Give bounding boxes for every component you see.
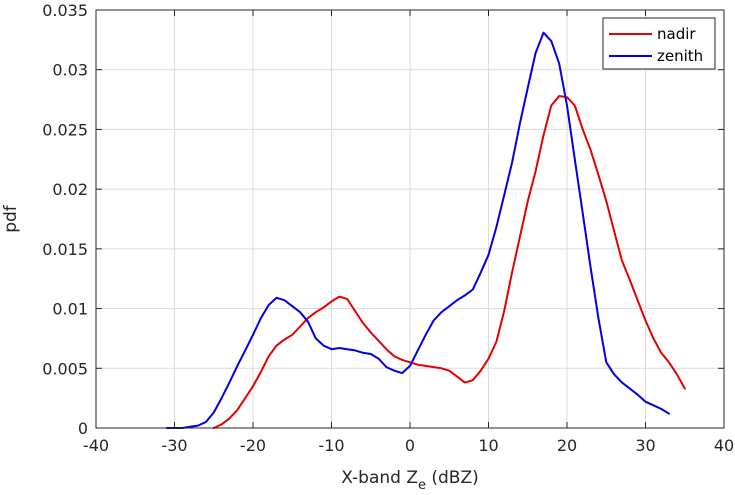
y-tick-label: 0.02: [52, 180, 88, 199]
x-axis-title-unit: (dBZ): [426, 468, 479, 488]
x-tick-label: 20: [557, 436, 577, 455]
legend-label-nadir: nadir: [657, 25, 696, 43]
x-axis-title: X-band Ze (dBZ): [341, 468, 479, 493]
y-tick-label: 0.03: [52, 61, 88, 80]
x-tick-label: -30: [161, 436, 187, 455]
x-axis-title-main: X-band Z: [341, 468, 418, 488]
x-tick-label: 10: [478, 436, 498, 455]
y-tick-label: 0.015: [42, 240, 88, 259]
y-tick-label: 0.005: [42, 359, 88, 378]
y-tick-label: 0.025: [42, 120, 88, 139]
x-tick-labels: -40 -30 -20 -10 0 10 20 30 40: [83, 436, 734, 455]
x-tick-label: -20: [240, 436, 266, 455]
x-axis-title-subscript: e: [418, 478, 426, 493]
series-line-nadir: [212, 95, 686, 429]
x-tick-label: -40: [83, 436, 109, 455]
y-tick-label: 0: [78, 419, 88, 438]
y-axis-title: pdf: [1, 204, 21, 233]
x-tick-label: 40: [714, 436, 734, 455]
series-lines: [165, 31, 686, 429]
series-line-zenith: [165, 31, 670, 429]
legend-box: [602, 17, 716, 70]
y-tick-label: 0.01: [52, 300, 88, 319]
x-tick-label: 30: [635, 436, 655, 455]
axis-ticks: [95, 9, 725, 429]
y-tick-label: 0.035: [42, 1, 88, 20]
x-tick-label: 0: [405, 436, 415, 455]
x-tick-label: -10: [318, 436, 344, 455]
y-tick-labels: 0 0.005 0.01 0.015 0.02 0.025 0.03 0.035: [42, 1, 88, 438]
legend-label-zenith: zenith: [657, 47, 703, 65]
legend: nadir zenith: [602, 17, 716, 70]
